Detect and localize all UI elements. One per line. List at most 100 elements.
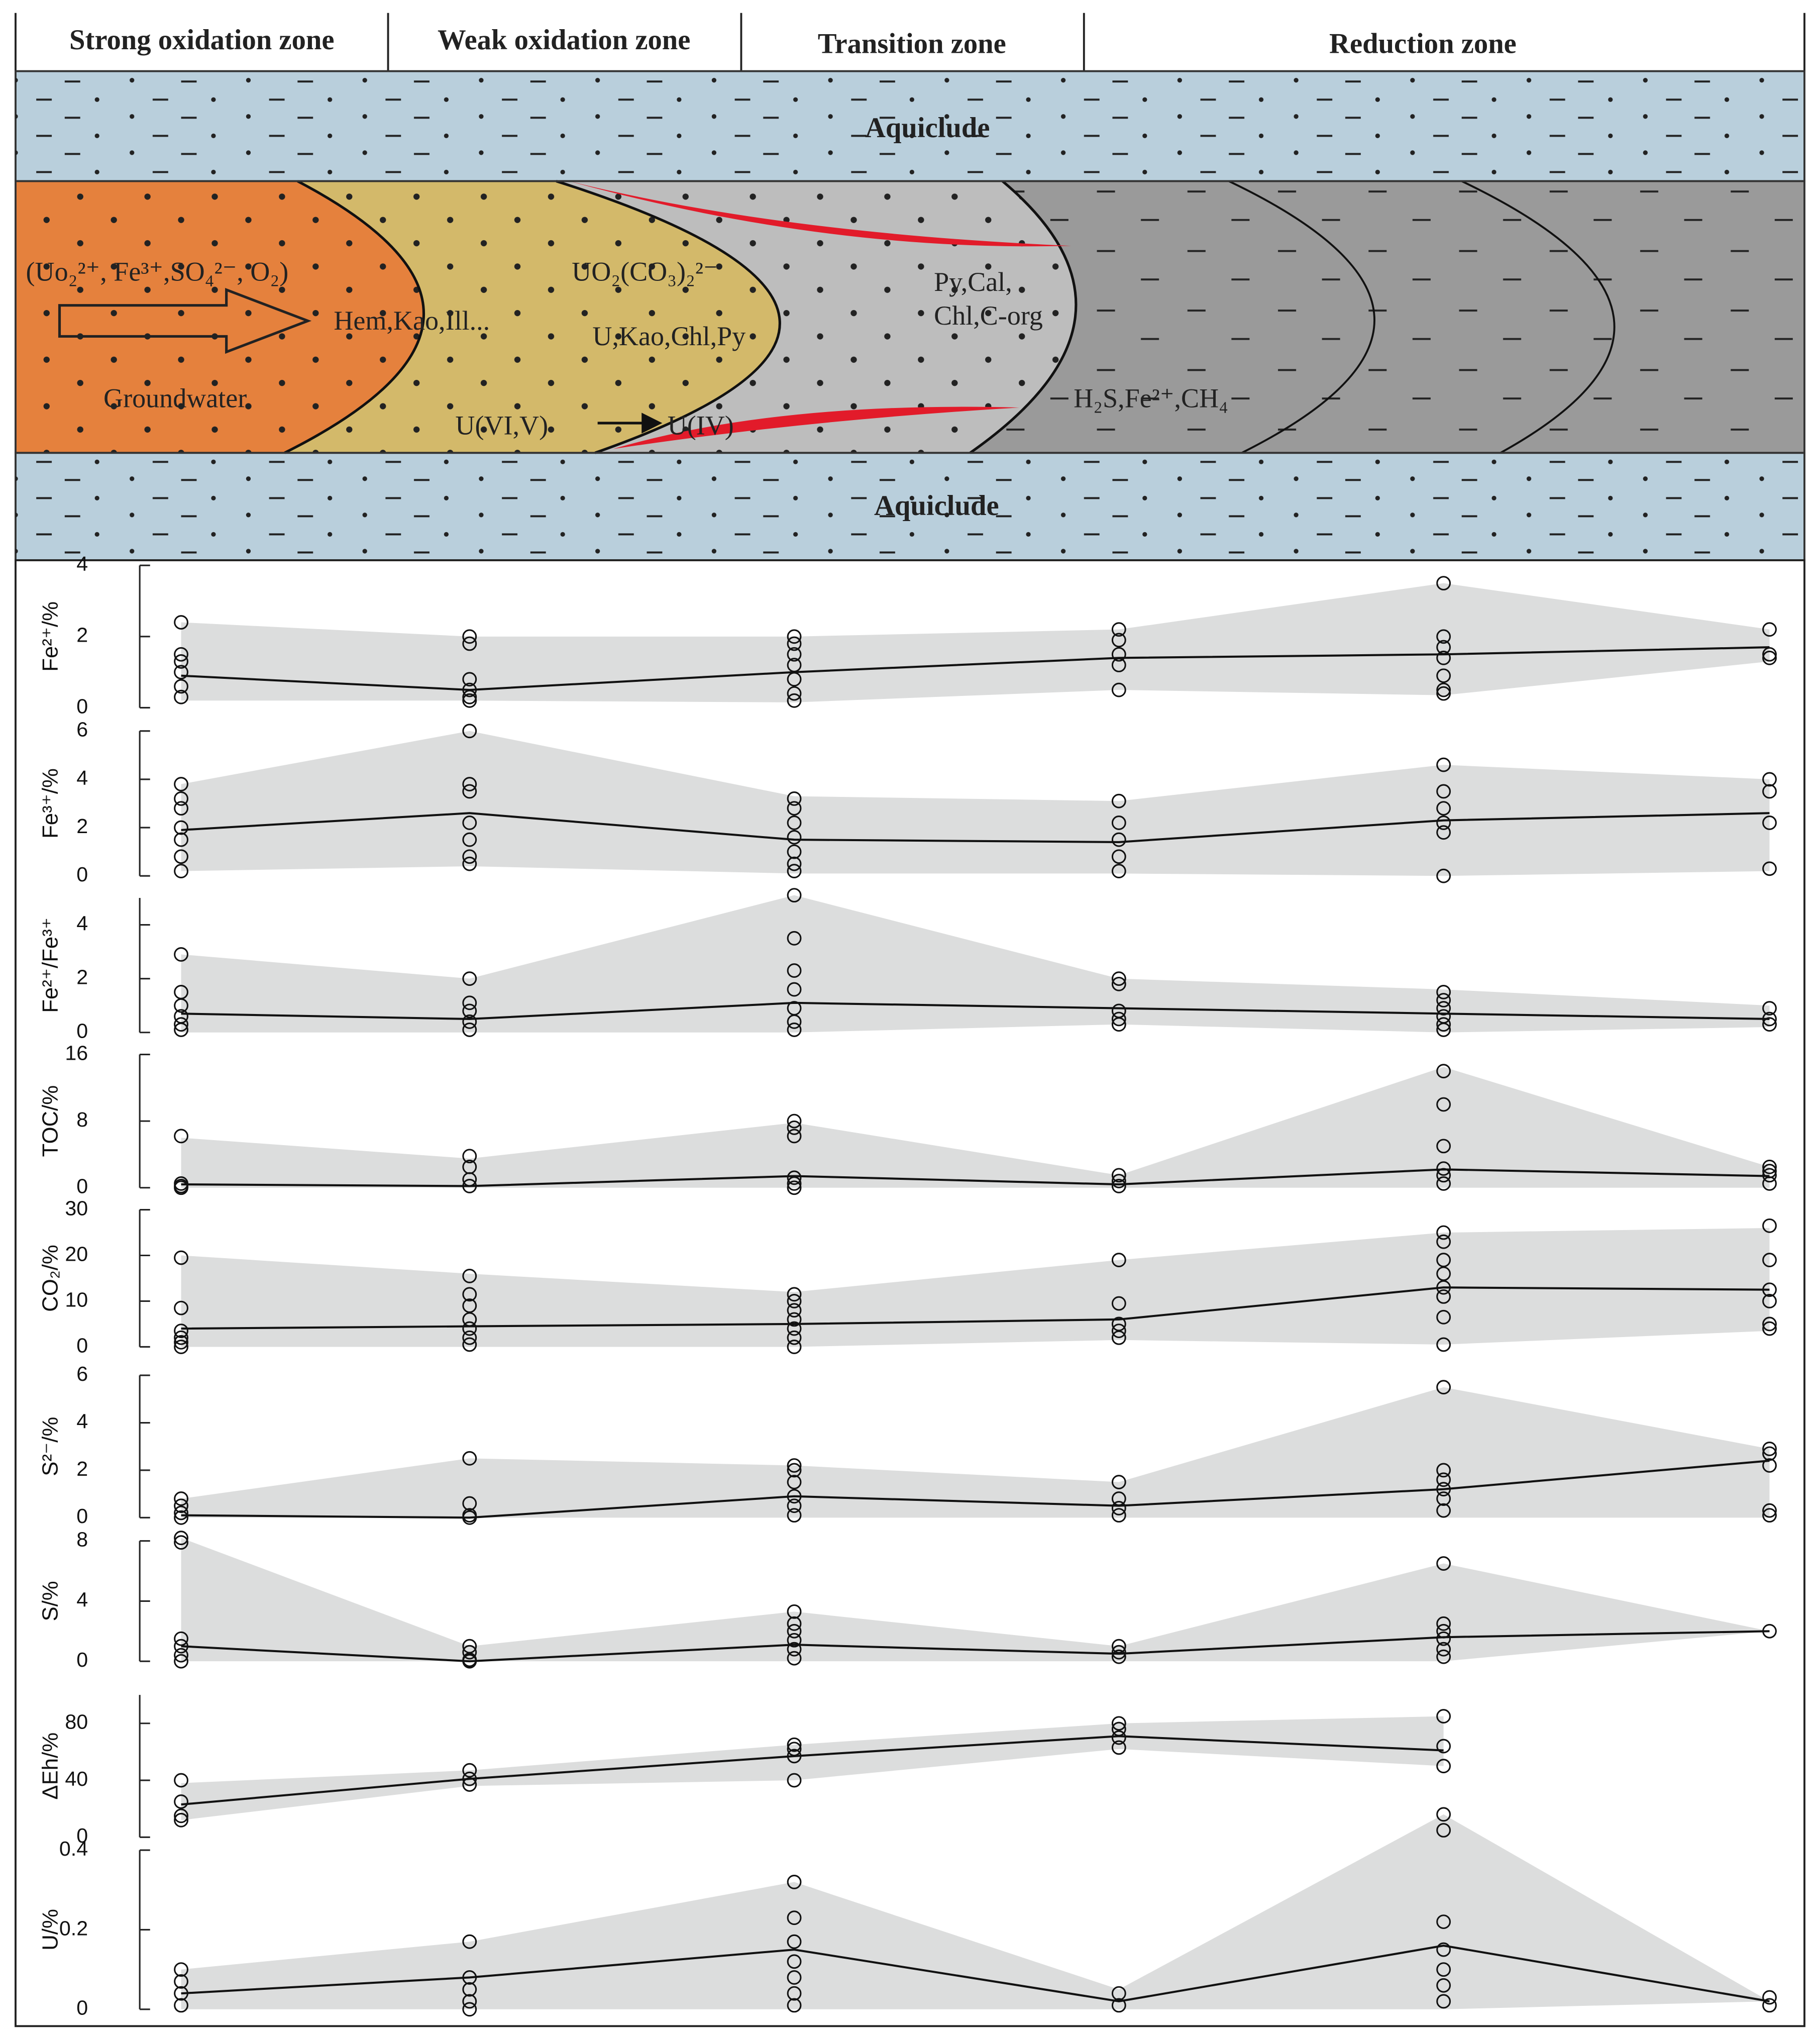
sample-point <box>174 791 188 806</box>
sample-point <box>462 1451 477 1466</box>
sample-point <box>1436 1649 1451 1664</box>
sample-point <box>1436 1503 1451 1518</box>
y-tick-label: 0 <box>76 863 88 886</box>
sample-point <box>174 1491 188 1506</box>
label: H₂S,Fe²⁺,CH₄ <box>1074 383 1228 414</box>
y-tick-label: 4 <box>76 911 88 935</box>
sample-point <box>1762 772 1777 787</box>
sample-point <box>787 1463 802 1478</box>
sample-point <box>787 1508 802 1523</box>
sample-point <box>174 679 188 694</box>
sample-point <box>174 1531 188 1546</box>
sample-point <box>462 693 477 708</box>
sample-point <box>1111 633 1126 648</box>
sample-point <box>787 1287 802 1302</box>
sample-point <box>1436 993 1451 1007</box>
label: U,Kao,Chl,Py <box>592 321 745 351</box>
sample-point <box>1762 1316 1777 1332</box>
sample-point <box>1436 1139 1451 1154</box>
sample-point <box>174 864 188 879</box>
sample-point <box>787 1330 802 1345</box>
y-tick-label: 0 <box>76 1504 88 1528</box>
sample-point <box>174 1498 188 1513</box>
sample-point <box>174 1773 188 1788</box>
mean-line <box>181 1001 1770 1021</box>
sample-point <box>1762 1503 1777 1518</box>
sample-point <box>462 2002 477 2017</box>
sample-point <box>1111 1475 1126 1489</box>
sample-point <box>787 1475 802 1489</box>
sample-point <box>1436 1289 1451 1304</box>
sample-point <box>462 672 477 687</box>
sample-point <box>787 931 802 946</box>
sample-point <box>174 1962 188 1977</box>
y-tick-label: 40 <box>65 1767 88 1790</box>
y-tick-label: 0 <box>76 1020 88 1043</box>
y-tick-label: 0 <box>76 694 88 718</box>
label: U(VI,V) <box>455 411 548 441</box>
y-axis-label: TOC/% <box>38 1085 63 1157</box>
y-tick-label: 2 <box>76 624 88 647</box>
sample-point <box>1436 1234 1451 1249</box>
sample-point <box>1436 1556 1451 1571</box>
y-tick-label: 8 <box>76 1528 88 1551</box>
sample-point <box>462 832 477 847</box>
sample-point <box>462 816 477 830</box>
sample-point <box>1111 1011 1126 1027</box>
sample-point <box>462 1022 477 1037</box>
sample-point <box>462 629 477 644</box>
sample-point <box>787 1312 802 1327</box>
sample-point <box>1436 1022 1451 1037</box>
sample-point <box>787 982 802 997</box>
sample-point <box>1762 1294 1777 1308</box>
sample-point <box>174 1535 188 1550</box>
label: Chl,C-org <box>934 300 1043 331</box>
sample-point <box>1436 1225 1451 1240</box>
sample-point <box>1436 1739 1451 1754</box>
sample-point <box>1762 1001 1777 1016</box>
y-axis-label: ΔEh/% <box>38 1733 63 1800</box>
sample-point <box>1111 1168 1126 1183</box>
sample-point <box>787 801 802 816</box>
sample-point <box>1111 622 1126 637</box>
sample-point <box>462 636 477 651</box>
sample-point <box>1111 1645 1126 1660</box>
sample-point <box>1436 1472 1451 1487</box>
chart-frame <box>15 559 1805 2027</box>
sample-point <box>174 1808 188 1823</box>
zone-label: Weak oxidation zone <box>438 25 690 56</box>
range-area <box>181 1067 1770 1188</box>
sample-point <box>787 647 802 662</box>
y-tick-label: 4 <box>76 1409 88 1433</box>
sample-point <box>1111 1324 1126 1339</box>
y-tick-label: 16 <box>65 1041 88 1064</box>
sample-point <box>1436 1759 1451 1774</box>
sample-point <box>787 864 802 879</box>
label: Groundwater <box>103 383 247 414</box>
sample-point <box>462 1003 477 1019</box>
sample-point <box>1111 1998 1126 2013</box>
sample-point <box>787 816 802 830</box>
mean-line <box>181 812 1770 843</box>
y-axis-label: Fe²⁺/Fe³⁺ <box>38 918 63 1013</box>
range-area <box>181 895 1770 1033</box>
sample-point <box>174 1648 188 1663</box>
sample-point <box>787 1633 802 1648</box>
sample-point <box>787 888 802 903</box>
sample-point <box>174 665 188 680</box>
sample-point <box>787 636 802 651</box>
sample-point <box>787 1998 802 2013</box>
sample-point <box>1111 1296 1126 1311</box>
sample-point <box>787 1616 802 1631</box>
sample-point <box>1111 1986 1126 2001</box>
aquiclude-label: Aquiclude <box>874 490 999 522</box>
range-area <box>181 1228 1770 1347</box>
sample-point <box>1762 1442 1777 1456</box>
zone-label: Transition zone <box>818 29 1006 60</box>
sample-point <box>1111 1501 1126 1515</box>
sample-point <box>174 1180 188 1195</box>
range-area <box>181 731 1770 876</box>
sample-point <box>1436 686 1451 701</box>
sample-point <box>1762 784 1777 799</box>
